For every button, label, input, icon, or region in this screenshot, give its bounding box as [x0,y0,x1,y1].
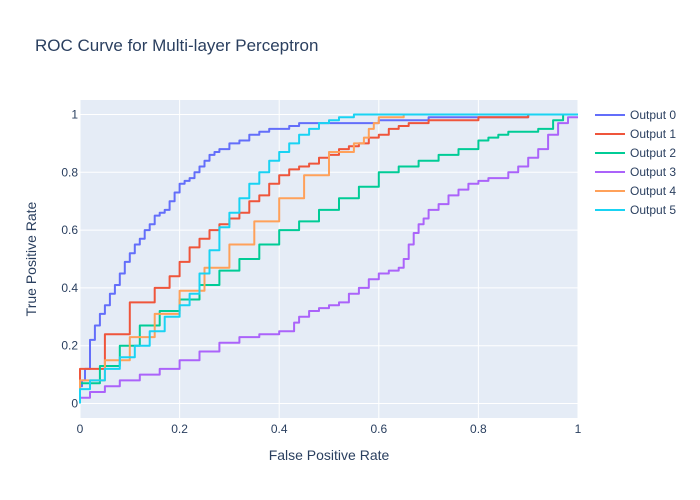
legend-label: Output 5 [630,203,676,217]
x-axis-ticks: 0 0.2 0.4 0.6 0.8 1 [77,422,582,436]
x-tick-label: 0.2 [171,422,188,436]
series-line-output-0 [79,113,578,404]
x-tick-label: 0 [77,422,84,436]
legend-label: Output 1 [630,127,676,141]
series-line-output-4 [79,113,578,404]
legend-item-output-4[interactable]: Output 4 [595,184,676,198]
legend-label: Output 3 [630,165,676,179]
x-tick-label: 0.6 [370,422,387,436]
legend-label: Output 4 [630,184,676,198]
legend[interactable]: Output 0 Output 1 Output 2 Output 3 Output 4… [595,108,676,217]
legend-item-output-3[interactable]: Output 3 [595,165,676,179]
series-line-output-1 [79,113,578,404]
y-tick-label: 0.6 [61,223,78,237]
y-tick-label: 0.4 [61,281,78,295]
legend-item-output-0[interactable]: Output 0 [595,108,676,122]
legend-item-output-5[interactable]: Output 5 [595,203,676,217]
chart-title: ROC Curve for Multi-layer Perceptron [35,36,318,55]
series-line-output-5 [79,113,578,404]
y-tick-label: 0.8 [61,165,78,179]
y-tick-label: 1 [71,107,78,121]
legend-label: Output 2 [630,146,676,160]
series-line-output-2 [79,113,578,404]
y-tick-label: 0 [71,397,78,411]
y-tick-label: 0.2 [61,339,78,353]
x-tick-label: 1 [575,422,582,436]
x-tick-label: 0.8 [470,422,487,436]
x-axis-title: False Positive Rate [269,447,390,463]
series-lines [79,113,578,404]
legend-item-output-2[interactable]: Output 2 [595,146,676,160]
y-axis-title: True Positive Rate [23,201,39,316]
series-line-output-3 [79,116,578,404]
x-tick-label: 0.4 [271,422,288,436]
legend-label: Output 0 [630,108,676,122]
y-axis-ticks: 0 0.2 0.4 0.6 0.8 1 [61,107,78,410]
legend-item-output-1[interactable]: Output 1 [595,127,676,141]
plot-background [80,100,578,418]
